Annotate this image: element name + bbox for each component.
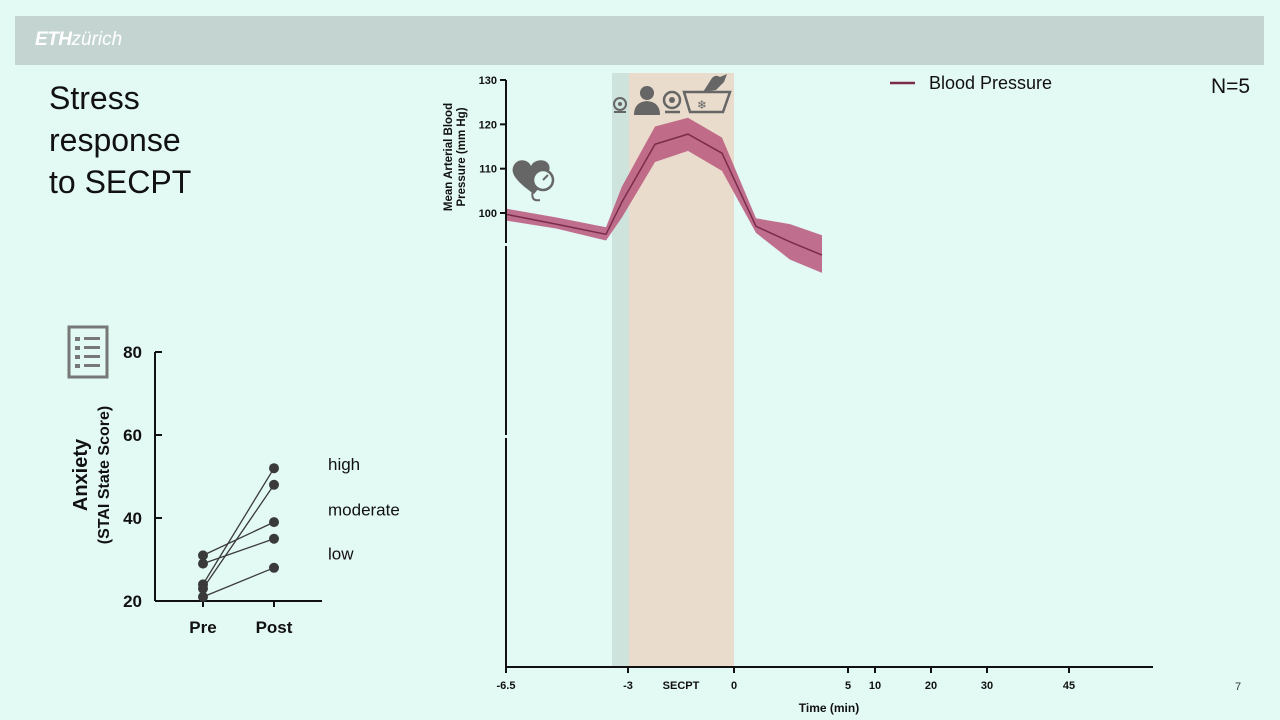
anxiety-point [269,533,279,544]
bp-ylabel-group: Mean Arterial Blood Pressure (mm Hg) [443,103,468,211]
bp-x-tick-label: 10 [869,680,881,692]
anxiety-level-label: moderate [328,501,400,520]
legend-label: Blood Pressure [929,73,1052,93]
bp-x-tick-label: 45 [1063,680,1075,692]
bp-y-tick-label: 120 [479,119,497,131]
eth-zurich-logo: ETHzürich [35,27,122,53]
person-icon [634,86,660,115]
anxiety-y-tick-label: 20 [123,592,142,611]
anxiety-y-tick-label: 80 [123,343,142,362]
camera-icon [662,90,682,114]
bp-x-tick-label: 20 [925,680,937,692]
anxiety-subject-line [202,467,275,585]
anxiety-level-label: high [328,455,360,474]
bp-x-tick-label: SECPT [663,680,700,692]
anxiety-level-labels: high moderate low [328,455,400,563]
anxiety-point [198,591,208,602]
bp-ylabel-line-1: Mean Arterial Blood [443,103,455,211]
title-line-3: to SECPT [49,164,192,200]
camera-icon [613,97,627,113]
bp-band-layer [505,117,823,273]
bp-x-tick-label: -6.5 [497,680,516,692]
anxiety-lines [198,463,279,602]
anxiety-ylabel-group: Anxiety (STAI State Score) [70,406,113,544]
anxiety-point [269,463,279,474]
anxiety-subject-line [202,538,275,565]
bp-mean-line [505,133,823,256]
anxiety-x-tick-label: Pre [189,618,216,637]
anxiety-point [269,479,279,490]
sample-size-label: N=5 [1211,75,1251,98]
anxiety-y-tick-label: 40 [123,509,142,528]
bp-x-tick-label: 30 [981,680,993,692]
anxiety-subject-line [202,567,275,598]
heart-blood-pressure-icon [512,160,555,202]
bp-x-tick-label: 0 [731,680,737,692]
page-number: 7 [1235,681,1242,693]
anxiety-level-label: low [328,544,354,563]
bp-xlabel: Time (min) [799,701,859,715]
anxiety-subject-line [202,484,275,589]
anxiety-point [198,558,208,569]
cold-water-hand-icon: ❄ [682,74,732,114]
anxiety-point [269,562,279,573]
anxiety-x-tick-label: Post [256,618,293,637]
logo-rest: zürich [71,29,123,50]
logo-bold: ETH [35,29,72,50]
title-line-2: response [49,122,181,158]
anxiety-ylabel-sub: (STAI State Score) [96,406,113,544]
anxiety-subject-line [202,521,275,556]
bp-axes: 100 110 120 130 -6.5 -3 SECPT 0 5 10 20 30 45 [479,75,1153,692]
anxiety-point [198,583,208,594]
bp-confidence-band [506,117,822,273]
anxiety-point [198,550,208,561]
header-bar: ETHzürich [15,16,1264,65]
bp-ylabel-line-2: Pressure (mm Hg) [456,107,468,206]
anxiety-point [269,517,279,528]
title-line-1: Stress [49,80,140,116]
bp-y-tick-label: 130 [479,75,497,87]
questionnaire-icon [67,325,109,379]
bp-y-tick-label: 110 [479,164,497,176]
svg-text:❄: ❄ [697,98,707,112]
anxiety-ylabel: Anxiety [70,438,92,511]
anxiety-axes: 20 40 60 80 Pre Post [123,343,322,637]
anxiety-y-tick-label: 60 [123,426,142,445]
bp-y-tick-label: 100 [479,208,497,220]
bp-x-tick-label: 5 [845,680,851,692]
bp-x-tick-label: -3 [623,680,633,692]
slide-title: Stress response to SECPT [49,77,191,203]
